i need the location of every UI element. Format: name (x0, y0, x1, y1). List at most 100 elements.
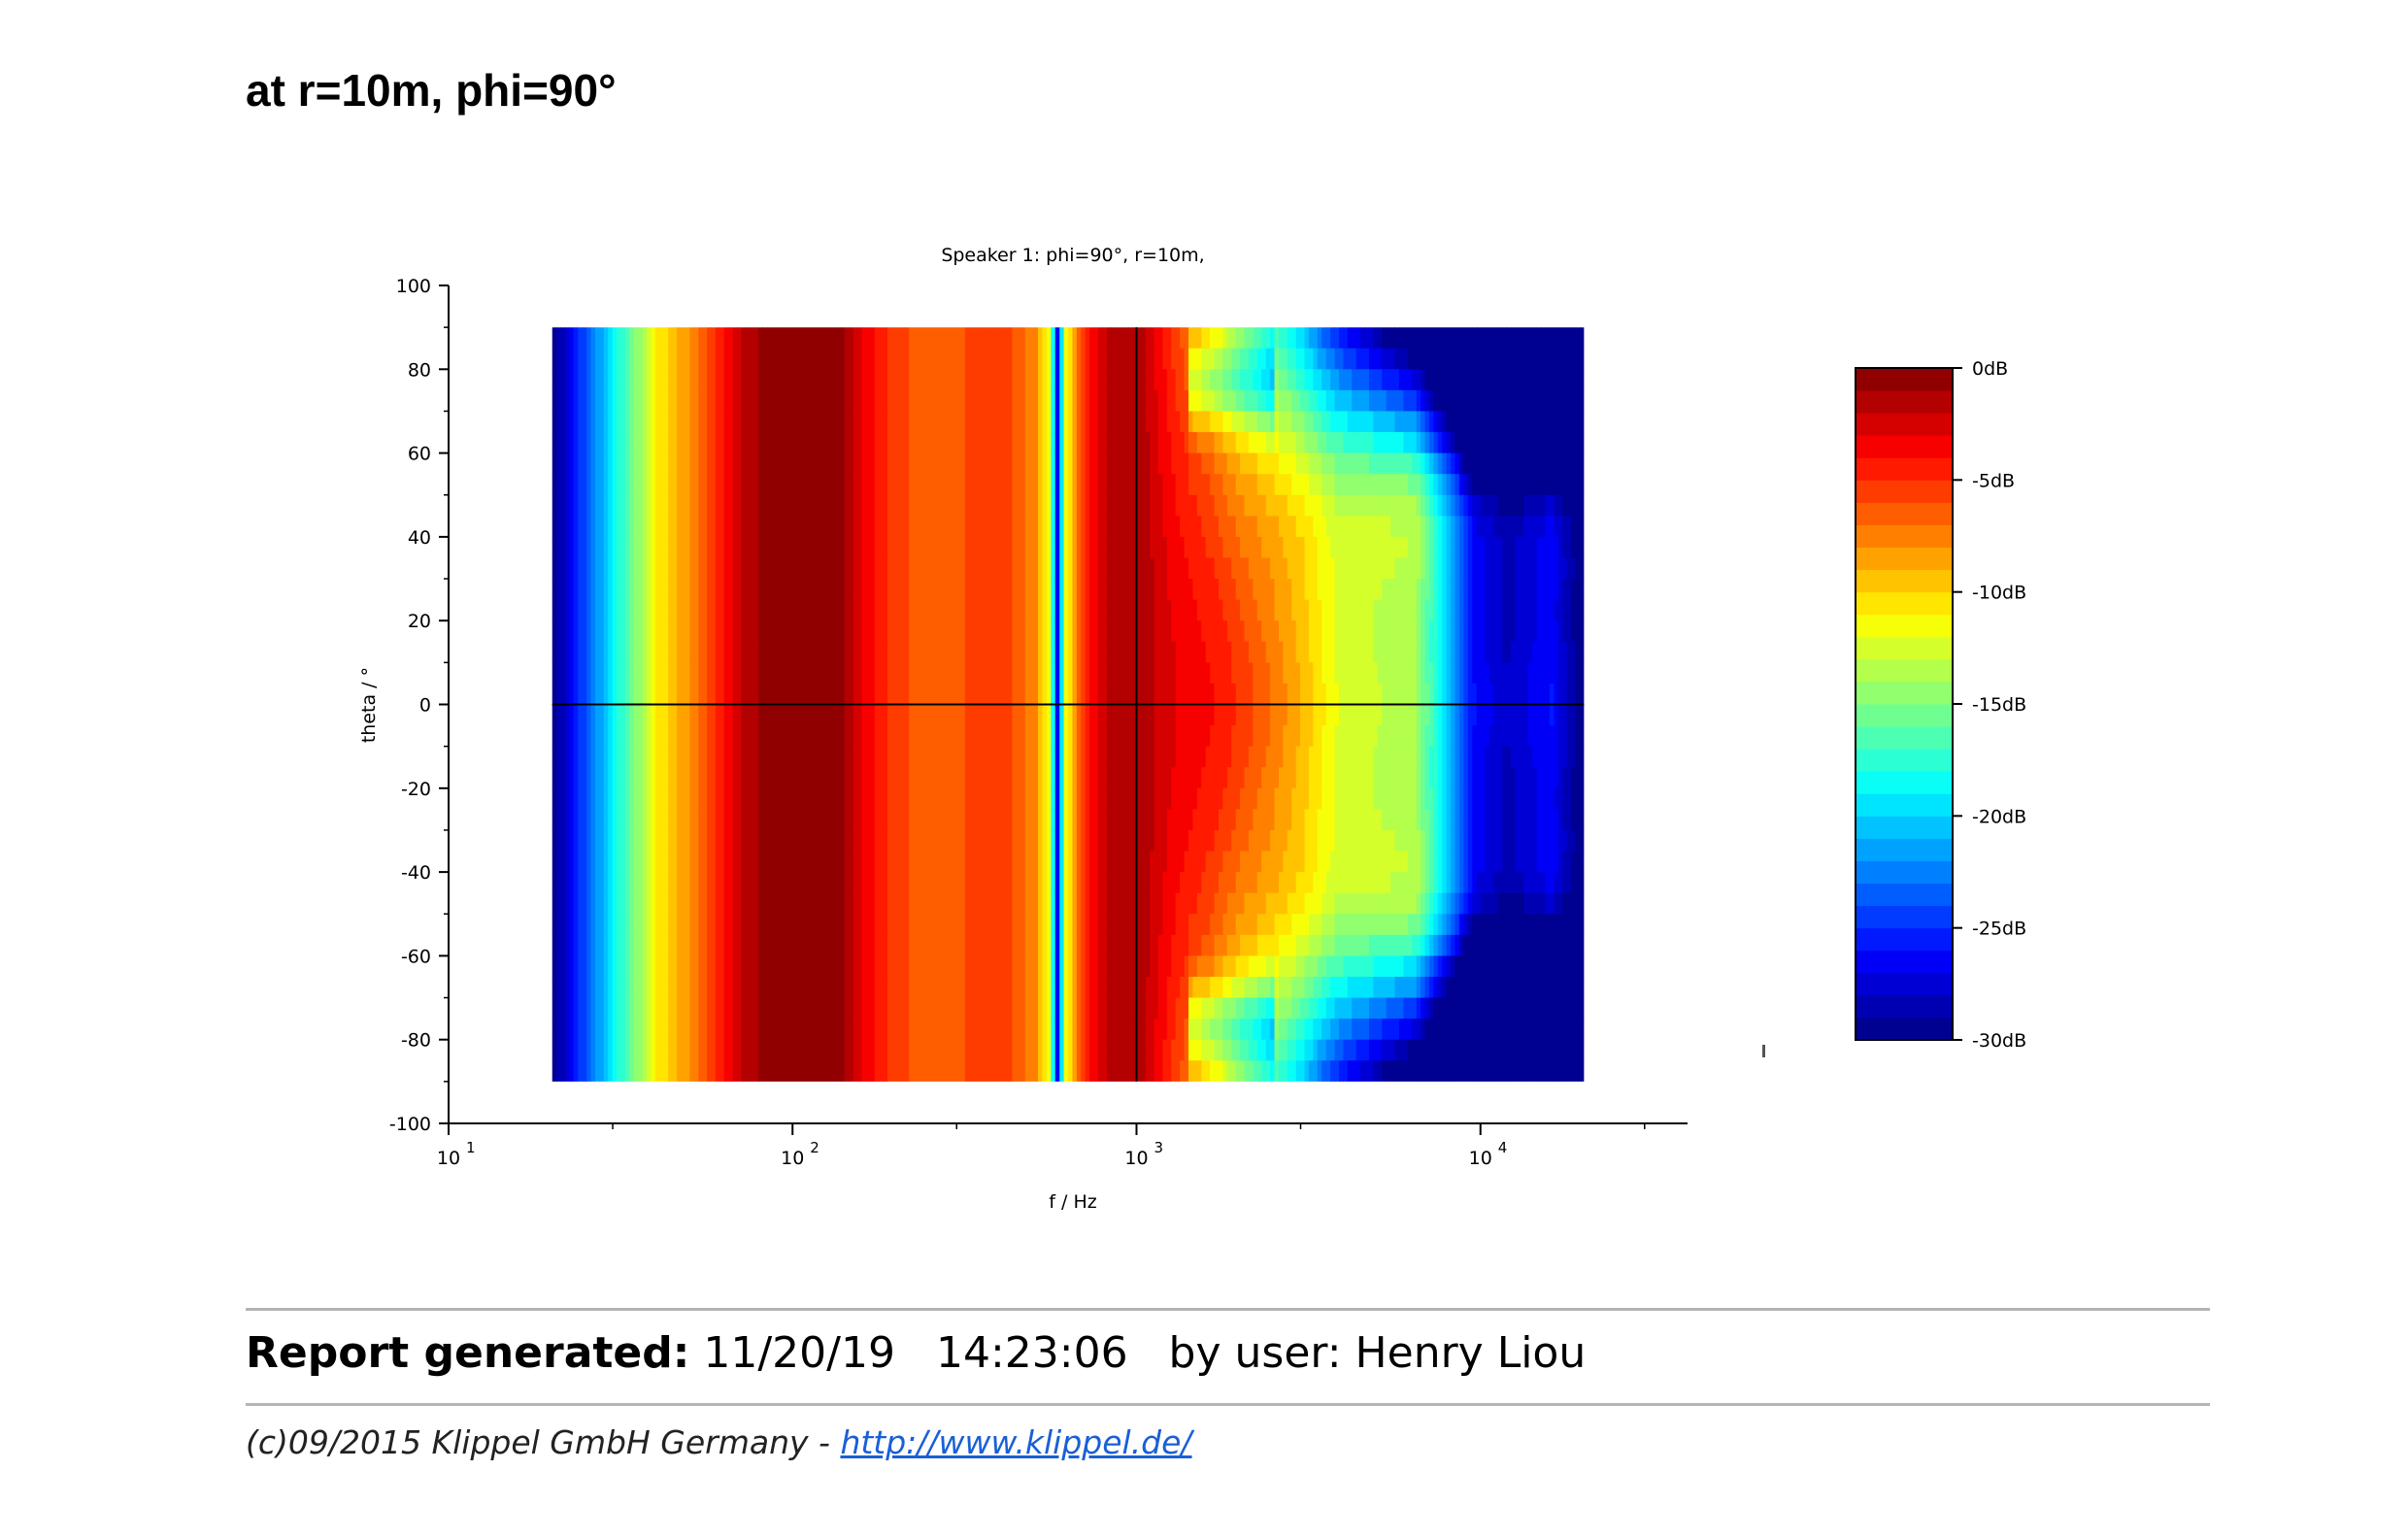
heatmap-cell (569, 536, 575, 559)
heatmap-cell (999, 997, 1005, 1020)
heatmap-cell (918, 579, 923, 601)
heatmap-cell (1046, 452, 1052, 475)
heatmap-cell (1068, 620, 1074, 643)
heatmap-cell (788, 767, 794, 789)
heatmap-cell (840, 348, 846, 370)
heatmap-cell (693, 767, 699, 789)
heatmap-cell (900, 914, 906, 936)
heatmap-cell (810, 369, 816, 391)
heatmap-cell (930, 872, 936, 894)
heatmap-cell (711, 579, 717, 601)
heatmap-cell (1132, 851, 1138, 873)
heatmap-cell (1003, 767, 1009, 789)
heatmap-cell (1003, 474, 1009, 496)
heatmap-cell (1085, 829, 1090, 853)
heatmap-cell (788, 452, 794, 475)
heatmap-cell (569, 411, 575, 433)
heatmap-cell (939, 914, 945, 936)
heatmap-cell (693, 851, 699, 873)
heatmap-cell (552, 432, 557, 454)
heatmap-cell (1059, 662, 1065, 685)
heatmap-cell (1054, 767, 1060, 789)
heatmap-cell (668, 432, 674, 454)
heatmap-cell (573, 516, 579, 538)
heatmap-cell (651, 683, 656, 706)
heatmap-cell (883, 914, 888, 936)
heatmap-cell (1120, 829, 1125, 853)
heatmap-cell (948, 494, 953, 517)
heatmap-cell (573, 536, 579, 559)
heatmap-cell (741, 579, 747, 601)
heatmap-cell (948, 787, 953, 810)
heatmap-cell (771, 787, 777, 810)
heatmap-cell (891, 787, 897, 810)
heatmap-cell (887, 557, 893, 580)
heatmap-cell (663, 452, 669, 475)
heatmap-cell (629, 579, 635, 601)
heatmap-cell (853, 432, 858, 454)
heatmap-cell (711, 767, 717, 789)
heatmap-cell (715, 411, 720, 433)
heatmap-cell (1123, 914, 1129, 936)
heatmap-cell (930, 955, 936, 978)
heatmap-cell (952, 892, 957, 915)
heatmap-cell (918, 369, 923, 391)
heatmap-cell (617, 955, 622, 978)
heatmap-cell (990, 557, 996, 580)
heatmap-cell (1136, 662, 1142, 685)
heatmap-cell (874, 683, 880, 706)
heatmap-cell (955, 787, 961, 810)
heatmap-cell (925, 872, 931, 894)
heatmap-cell (1029, 1039, 1035, 1061)
heatmap-cell (711, 494, 717, 517)
heatmap-cell (624, 536, 630, 559)
heatmap-cell (930, 389, 936, 413)
heatmap-cell (1016, 620, 1021, 643)
heatmap-cell (853, 369, 858, 391)
heatmap-cell (647, 474, 652, 496)
heatmap-cell (964, 787, 970, 810)
heatmap-cell (647, 809, 652, 831)
heatmap-cell (921, 1039, 927, 1061)
heatmap-cell (879, 1039, 885, 1061)
heatmap-cell (1076, 452, 1082, 475)
heatmap-cell (689, 579, 695, 601)
heatmap-cell (1132, 934, 1138, 956)
heatmap-cell (870, 809, 876, 831)
heatmap-cell (1072, 1060, 1078, 1082)
heatmap-cell (887, 1019, 893, 1041)
heatmap-cell (853, 976, 858, 999)
heatmap-cell (1111, 516, 1117, 538)
heatmap-cell (895, 809, 901, 831)
heatmap-cell (737, 976, 743, 999)
heatmap-cell (925, 997, 931, 1020)
heatmap-cell (784, 516, 789, 538)
heatmap-cell (990, 599, 996, 621)
heatmap-cell (827, 662, 833, 685)
heatmap-cell (612, 829, 618, 853)
heatmap-cell (883, 787, 888, 810)
heatmap-cell (934, 369, 940, 391)
heatmap-cell (1029, 516, 1035, 538)
heatmap-cell (895, 1019, 901, 1041)
heatmap-cell (1076, 851, 1082, 873)
heatmap-cell (1068, 348, 1074, 370)
heatmap-cell (1054, 955, 1060, 978)
heatmap-cell (1115, 809, 1120, 831)
heatmap-cell (693, 369, 699, 391)
heatmap-cell (918, 432, 923, 454)
heatmap-cell (599, 1019, 605, 1041)
heatmap-cell (586, 892, 592, 915)
heatmap-cell (698, 411, 704, 433)
heatmap-cell (1123, 389, 1129, 413)
heatmap-cell (1038, 892, 1044, 915)
heatmap-cell (603, 955, 609, 978)
heatmap-cell (715, 1019, 720, 1041)
heatmap-cell (1081, 662, 1087, 685)
heatmap-cell (659, 369, 665, 391)
heatmap-cell (741, 641, 747, 663)
heatmap-cell (891, 955, 897, 978)
heatmap-cell (861, 787, 867, 810)
heatmap-cell (560, 997, 566, 1020)
heatmap-cell (780, 934, 786, 956)
